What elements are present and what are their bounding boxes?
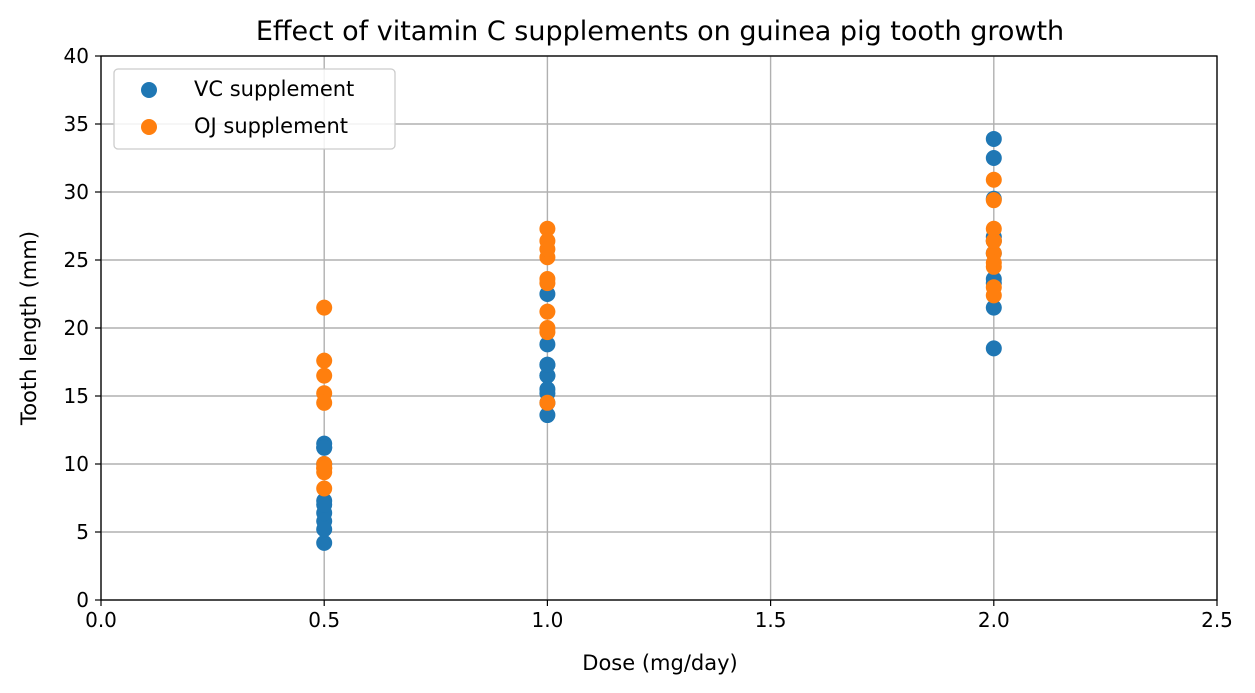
legend-marker-oj xyxy=(141,119,157,135)
data-point xyxy=(316,367,333,384)
data-point xyxy=(985,192,1002,209)
y-tick-label: 5 xyxy=(76,520,89,544)
data-point xyxy=(539,336,556,353)
data-point xyxy=(316,496,333,513)
data-point xyxy=(316,534,333,551)
y-axis-ticks: 0 5 10 15 20 25 30 35 40 xyxy=(64,44,101,612)
data-point xyxy=(985,220,1002,237)
data-point xyxy=(985,340,1002,357)
legend: VC supplement OJ supplement xyxy=(113,68,396,150)
y-tick-label: 40 xyxy=(64,44,89,68)
y-tick-label: 30 xyxy=(64,180,89,204)
data-point xyxy=(539,241,556,258)
y-tick-label: 10 xyxy=(64,452,89,476)
y-axis-label: Tooth length (mm) xyxy=(17,231,41,426)
data-point xyxy=(539,303,556,320)
y-tick-label: 15 xyxy=(64,384,89,408)
data-point xyxy=(316,521,333,538)
data-point xyxy=(539,220,556,237)
x-tick-label: 1.0 xyxy=(531,608,563,632)
data-point xyxy=(539,381,556,398)
y-tick-label: 20 xyxy=(64,316,89,340)
data-point xyxy=(985,279,1002,296)
data-point xyxy=(985,232,1002,249)
x-tick-label: 2.5 xyxy=(1201,608,1233,632)
data-point xyxy=(316,299,333,316)
x-tick-label: 0.5 xyxy=(308,608,340,632)
chart-title: Effect of vitamin C supplements on guine… xyxy=(256,16,1064,47)
data-points xyxy=(316,130,1002,551)
x-tick-label: 0.0 xyxy=(85,608,117,632)
x-axis-ticks: 0.0 0.5 1.0 1.5 2.0 2.5 xyxy=(85,600,1233,632)
y-tick-label: 0 xyxy=(76,588,89,612)
data-point xyxy=(316,439,333,456)
legend-box xyxy=(113,68,396,150)
data-point xyxy=(316,480,333,497)
y-tick-label: 35 xyxy=(64,112,89,136)
x-tick-label: 1.5 xyxy=(755,608,787,632)
legend-label-oj: OJ supplement xyxy=(194,114,348,138)
data-point xyxy=(316,352,333,369)
data-point xyxy=(316,394,333,411)
y-tick-label: 25 xyxy=(64,248,89,272)
x-axis-label: Dose (mg/day) xyxy=(582,651,737,675)
data-point xyxy=(316,460,333,477)
legend-marker-vc xyxy=(141,82,157,98)
data-point xyxy=(985,150,1002,166)
data-point xyxy=(539,356,556,373)
data-point xyxy=(539,394,556,411)
data-point xyxy=(985,254,1002,271)
series-oj xyxy=(316,171,1002,497)
legend-label-vc: VC supplement xyxy=(194,77,354,101)
data-point xyxy=(539,320,556,336)
data-point xyxy=(539,271,556,288)
data-point xyxy=(985,130,1002,147)
data-point xyxy=(985,171,1002,188)
x-tick-label: 2.0 xyxy=(978,608,1010,632)
data-point xyxy=(539,407,556,424)
data-point xyxy=(985,299,1002,316)
series-vc xyxy=(316,130,1002,551)
